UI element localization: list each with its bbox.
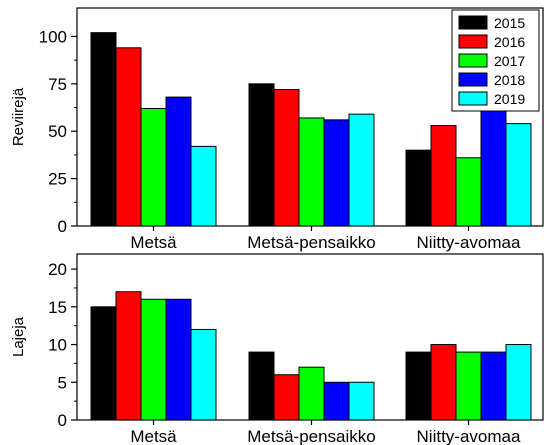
bar-2016-2 (431, 345, 456, 420)
bar-2017-1 (299, 118, 324, 226)
category-label: Metsä-pensaikko (247, 233, 376, 252)
y-tick-label: 0 (58, 217, 67, 236)
legend-label: 2018 (494, 72, 525, 88)
bar-2015-0 (91, 307, 116, 420)
bar-2018-1 (324, 120, 349, 226)
bar-2016-1 (274, 90, 299, 226)
bar-2019-1 (349, 114, 374, 226)
bar-2015-1 (249, 352, 274, 420)
bar-2015-2 (406, 352, 431, 420)
bar-2019-1 (349, 382, 374, 420)
y-tick-label: 15 (48, 298, 67, 317)
y-tick-label: 100 (39, 27, 67, 46)
bar-2018-0 (166, 97, 191, 226)
y-tick-label: 50 (48, 122, 67, 141)
legend-label: 2017 (494, 53, 525, 69)
category-label: Metsä-pensaikko (247, 427, 376, 445)
bar-2017-0 (141, 108, 166, 226)
legend-swatch (459, 92, 487, 105)
y-tick-label: 20 (48, 260, 67, 279)
category-label: Metsä (130, 427, 177, 445)
legend-swatch (459, 73, 487, 86)
bar-2016-0 (116, 292, 141, 420)
bar-2018-0 (166, 299, 191, 420)
bar-2018-2 (481, 110, 506, 226)
legend-swatch (459, 54, 487, 67)
bar-2019-0 (191, 329, 216, 420)
legend-label: 2015 (494, 15, 525, 31)
bar-2017-2 (456, 158, 481, 226)
bar-2018-1 (324, 382, 349, 420)
legend-label: 2019 (494, 91, 525, 107)
bar-2019-2 (506, 345, 531, 420)
category-label: Metsä (130, 233, 177, 252)
bar-2017-2 (456, 352, 481, 420)
legend-label: 2016 (494, 34, 525, 50)
y-axis-label: Lajeja (10, 316, 27, 357)
bar-2019-0 (191, 146, 216, 226)
bar-2016-1 (274, 375, 299, 420)
y-tick-label: 5 (58, 373, 67, 392)
bar-2015-0 (91, 33, 116, 226)
y-tick-label: 0 (58, 411, 67, 430)
legend-swatch (459, 16, 487, 29)
bar-2018-2 (481, 352, 506, 420)
legend: 2015 2016 2017 2018 2019 (452, 10, 539, 111)
y-tick-label: 25 (48, 170, 67, 189)
bar-2017-0 (141, 299, 166, 420)
y-axis-label: Reviirejä (10, 87, 27, 146)
bar-2015-2 (406, 150, 431, 226)
bar-2017-1 (299, 367, 324, 420)
y-tick-label: 10 (48, 336, 67, 355)
bottom-panel: 0 5 10 15 20 Lajeja Metsä Metsä-pensaikko Niitty… (10, 254, 543, 445)
bar-2019-2 (506, 124, 531, 226)
bar-2015-1 (249, 84, 274, 226)
y-tick-label: 75 (48, 75, 67, 94)
bar-2016-0 (116, 48, 141, 226)
category-label: Niitty-avomaa (417, 427, 521, 445)
bar-2016-2 (431, 126, 456, 226)
legend-swatch (459, 35, 487, 48)
category-label: Niitty-avomaa (417, 233, 521, 252)
